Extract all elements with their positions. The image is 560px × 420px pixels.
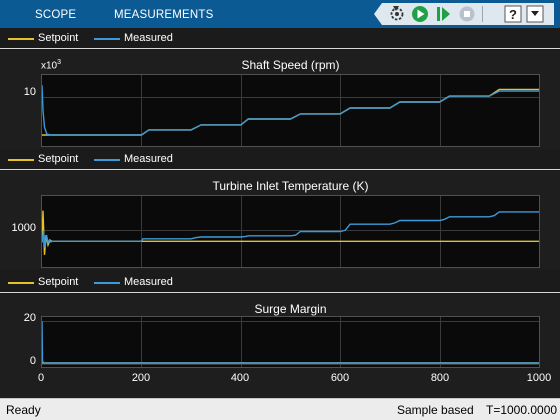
grid-line [42,96,539,98]
svg-text:?: ? [509,7,517,22]
grid-line [340,317,342,367]
ytick-label: 10 [23,86,36,98]
legend-measured-label[interactable]: Measured [124,32,173,44]
ytick-label: 1000 [11,222,36,234]
status-time: T=1000.0000 [486,403,558,417]
legend-setpoint-label[interactable]: Setpoint [38,276,79,288]
grid-line [439,317,441,367]
xtick-label: 200 [131,372,151,384]
legend-surge-margin: Setpoint Measured [0,272,560,293]
legend-measured-label[interactable]: Measured [124,153,173,165]
grid-line [141,196,143,267]
help-icon: ? [504,5,522,23]
legend-shaft-speed: Setpoint Measured [0,28,560,49]
minimize-icon [526,5,544,23]
divider [0,169,560,170]
setpoint-swatch [8,282,34,284]
grid-line [240,317,242,367]
grid-line [340,75,342,146]
stop-icon [459,6,475,22]
step-back-icon [390,6,404,21]
axis-exponent: x103 [41,59,62,72]
grid-line [439,196,441,267]
trace-layer [42,85,539,136]
xtick-label: 1000 [526,372,552,384]
measured-swatch [94,159,120,161]
run-icon [412,6,428,22]
toolstrip: SCOPE MEASUREMENTS [0,0,560,28]
grid-line [42,230,539,232]
plot-area-shaft-speed[interactable] [41,74,540,147]
divider [0,48,560,49]
plot-area-temperature[interactable] [41,195,540,268]
plot-area-surge-margin[interactable] [41,316,540,368]
legend-setpoint-label[interactable]: Setpoint [38,153,79,165]
tab-scope[interactable]: SCOPE [35,9,77,21]
plot-title: Turbine Inlet Temperature (K) [212,179,369,193]
setpoint-swatch [8,159,34,161]
grid-line [42,321,539,323]
legend-setpoint-label[interactable]: Setpoint [38,32,79,44]
legend-temperature: Setpoint Measured [0,149,560,170]
ytick-label: 0 [29,355,36,367]
divider [0,292,560,293]
xtick-label: 0 [37,372,45,384]
grid-line [42,363,539,365]
run-button[interactable] [409,3,431,25]
grid-line [439,75,441,146]
toolbar-divider [482,6,483,22]
simulation-controls: ? [374,3,554,25]
grid-line [240,196,242,267]
plot-title: Shaft Speed (rpm) [241,58,340,72]
ytick-label: 20 [23,312,36,324]
step-forward-icon [437,7,450,21]
xtick-label: 600 [330,372,350,384]
measured-trace [42,321,539,364]
legend-measured-label[interactable]: Measured [124,276,173,288]
help-button[interactable]: ? [502,3,524,25]
step-forward-button[interactable] [432,3,454,25]
measured-trace [42,85,539,136]
status-ready: Ready [6,403,41,417]
tab-measurements[interactable]: MEASUREMENTS [114,9,214,21]
xtick-label: 400 [230,372,250,384]
panel-temperature: Turbine Inlet Temperature (K) 1000 [0,171,560,270]
grid-line [141,317,143,367]
plot-title: Surge Margin [254,302,327,316]
status-bar: Ready Sample based T=1000.0000 [0,398,560,420]
trace-layer [42,210,539,255]
step-back-button[interactable] [386,3,408,25]
panel-shaft-speed: Shaft Speed (rpm) x103 10 [0,50,560,149]
grid-line [240,75,242,146]
trace-layer [42,321,539,364]
grid-line [141,75,143,146]
xtick-label: 800 [430,372,450,384]
minimize-button[interactable] [524,3,546,25]
status-mode: Sample based [397,403,474,417]
panel-surge-margin: Surge Margin 20 0 0 200 400 600 800 1000 [0,294,560,398]
setpoint-swatch [8,38,34,40]
measured-trace [42,211,539,248]
stop-button[interactable] [456,3,478,25]
measured-swatch [94,282,120,284]
measured-swatch [94,38,120,40]
